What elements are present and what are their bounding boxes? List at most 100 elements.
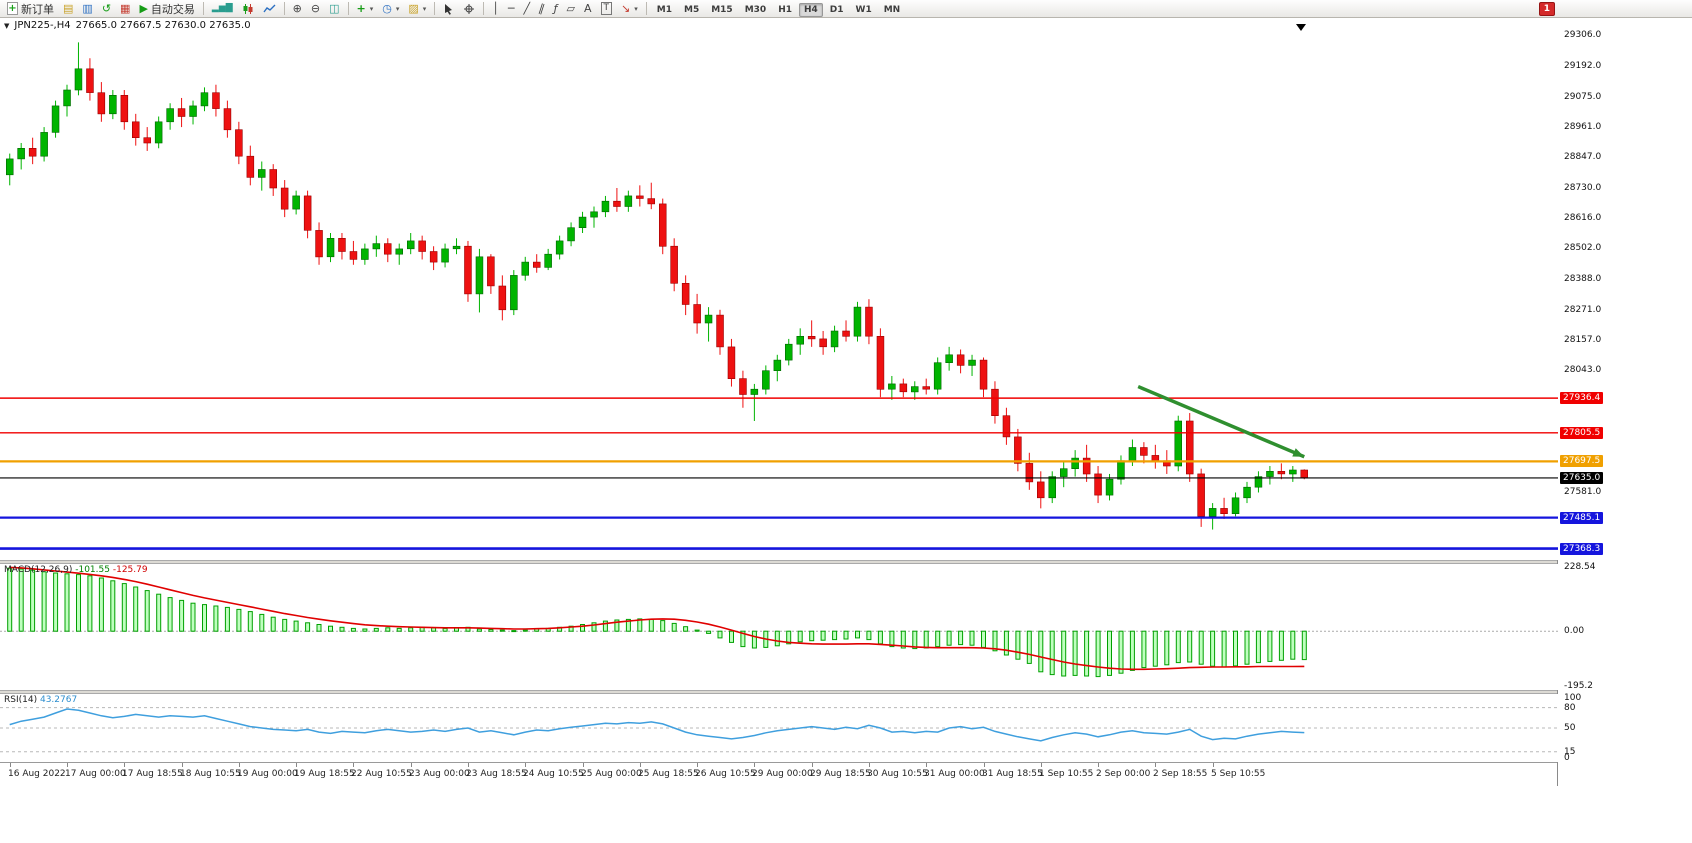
text-button[interactable]: A xyxy=(580,1,596,17)
time-axis[interactable]: 16 Aug 2022 17 Aug 00:00 17 Aug 18:55 18 Au… xyxy=(0,762,1557,786)
data-window-button[interactable]: ▥ xyxy=(78,1,96,17)
candle xyxy=(544,253,552,268)
candle xyxy=(109,95,117,115)
macd-bar xyxy=(511,630,517,633)
periods-button[interactable]: ◷ ▾ xyxy=(378,1,403,17)
candle xyxy=(395,248,403,255)
candle xyxy=(280,187,289,210)
clock-icon: ◷ xyxy=(382,2,392,15)
terminal-button[interactable]: ▦ xyxy=(116,1,134,17)
candle xyxy=(922,386,930,390)
timeframe-button-m5[interactable]: M5 xyxy=(684,5,700,15)
candle xyxy=(899,383,908,393)
price-axis[interactable]: 29306.0 29192.0 29075.0 28961.0 28847.0 28730… xyxy=(1558,18,1692,786)
candlestick-chart-icon xyxy=(243,3,253,14)
timeframe-button-m1[interactable]: M1 xyxy=(656,5,672,15)
navigator-icon: ↺ xyxy=(101,2,112,15)
zoom-in-button[interactable]: ⊕ xyxy=(289,1,306,17)
macd-signal-value: -125.79 xyxy=(112,565,148,575)
candle xyxy=(876,335,885,390)
arrow-tools-icon: ↘ xyxy=(621,2,631,15)
text-label-button[interactable]: T xyxy=(597,1,617,17)
timeframe-button-mn[interactable]: MN xyxy=(883,5,901,15)
candle xyxy=(578,216,587,229)
autotrading-label: 自动交易 xyxy=(150,2,195,16)
vertical-line-button[interactable]: │ xyxy=(488,1,503,17)
macd-bar xyxy=(729,630,734,643)
candle xyxy=(97,92,106,115)
time-tick xyxy=(468,763,469,767)
trendline-button[interactable]: ╱ xyxy=(520,1,535,17)
timeframe-button-w1[interactable]: W1 xyxy=(855,5,872,15)
candle xyxy=(601,200,610,213)
line-chart-button[interactable] xyxy=(259,1,280,17)
macd-bar xyxy=(1015,630,1021,660)
price-tick-label: 28730.0 xyxy=(1564,183,1602,193)
time-tick xyxy=(697,763,698,767)
macd-bar xyxy=(30,569,36,632)
macd-bar xyxy=(740,630,746,648)
new-order-label: 新订单 xyxy=(21,2,54,16)
panel-splitter[interactable] xyxy=(0,560,1557,564)
macd-bar xyxy=(946,630,952,646)
autotrading-button[interactable]: ▶ 自动交易 xyxy=(135,1,198,17)
timeframe-button-h1[interactable]: H1 xyxy=(778,5,792,15)
rsi-panel[interactable]: RSI(14) 43.2767 xyxy=(0,694,1558,762)
zoom-out-button[interactable]: ⊖ xyxy=(307,1,324,17)
chevron-down-icon: ▾ xyxy=(369,4,374,13)
macd-bar xyxy=(671,622,677,632)
panel-splitter[interactable] xyxy=(0,690,1557,694)
main-chart[interactable] xyxy=(0,18,1558,560)
candle xyxy=(1048,476,1057,499)
arrow-tools-button[interactable]: ↘ ▾ xyxy=(617,1,642,17)
macd-bar xyxy=(1061,630,1067,677)
indicators-button[interactable]: + ▾ xyxy=(353,1,378,17)
candlestick-chart-button[interactable] xyxy=(238,1,258,17)
macd-chart[interactable] xyxy=(0,564,1558,690)
candle xyxy=(51,105,60,133)
channel-button[interactable]: ∥ xyxy=(535,1,549,17)
crosshair-button[interactable] xyxy=(459,1,479,17)
candle xyxy=(303,195,312,231)
fibonacci-button[interactable]: ƒ xyxy=(550,1,562,17)
templates-button[interactable]: ▨ ▾ xyxy=(404,1,430,17)
toolbar-separator xyxy=(645,2,647,15)
market-watch-button[interactable]: ▤ xyxy=(59,1,77,17)
new-order-button[interactable]: + 新订单 xyxy=(3,1,58,17)
candle xyxy=(945,354,953,363)
price-tick-label: 29075.0 xyxy=(1564,92,1602,102)
candle xyxy=(991,388,999,417)
candle xyxy=(1105,478,1114,496)
timeframe-button-m30[interactable]: M30 xyxy=(744,5,767,15)
trend-arrow[interactable] xyxy=(1137,384,1305,459)
bar-chart-button[interactable]: ▂▅▇ xyxy=(208,1,237,17)
navigator-button[interactable]: ↺ xyxy=(98,1,115,17)
shapes-button[interactable]: ▱ xyxy=(563,1,579,17)
rsi-axis-label: 50 xyxy=(1564,723,1576,733)
tile-windows-button[interactable]: ◫ xyxy=(325,1,343,17)
candle xyxy=(555,240,564,255)
time-label: 25 Aug 18:55 xyxy=(638,769,699,779)
macd-bar xyxy=(316,624,322,632)
candle xyxy=(636,195,644,199)
macd-panel[interactable]: MACD(12,26,9) -101.55 -125.79 xyxy=(0,564,1558,690)
timeframe-button-h4[interactable]: H4 xyxy=(798,3,823,17)
candle xyxy=(968,359,976,366)
candle xyxy=(1243,486,1251,499)
chart-title: ▼ JPN225-,H4 27665.0 27667.5 27630.0 276… xyxy=(4,20,251,31)
cursor-button[interactable] xyxy=(439,1,458,17)
candle xyxy=(1151,455,1160,461)
notification-badge[interactable]: 1 xyxy=(1538,1,1555,16)
macd-bar xyxy=(362,628,368,632)
main-chart-panel[interactable]: ▼ JPN225-,H4 27665.0 27667.5 27630.0 276… xyxy=(0,18,1558,560)
horizontal-line-button[interactable]: ─ xyxy=(504,1,519,17)
timeframe-button-m15[interactable]: M15 xyxy=(711,5,733,15)
macd-bar xyxy=(625,618,631,632)
scroll-anchor-icon[interactable] xyxy=(1296,24,1306,31)
chart-collapse-icon[interactable]: ▼ xyxy=(4,21,10,30)
timeframe-button-d1[interactable]: D1 xyxy=(829,5,844,15)
rsi-chart[interactable] xyxy=(0,694,1558,762)
chevron-down-icon: ▾ xyxy=(634,4,638,13)
candle xyxy=(1117,460,1125,480)
candle xyxy=(475,256,484,295)
